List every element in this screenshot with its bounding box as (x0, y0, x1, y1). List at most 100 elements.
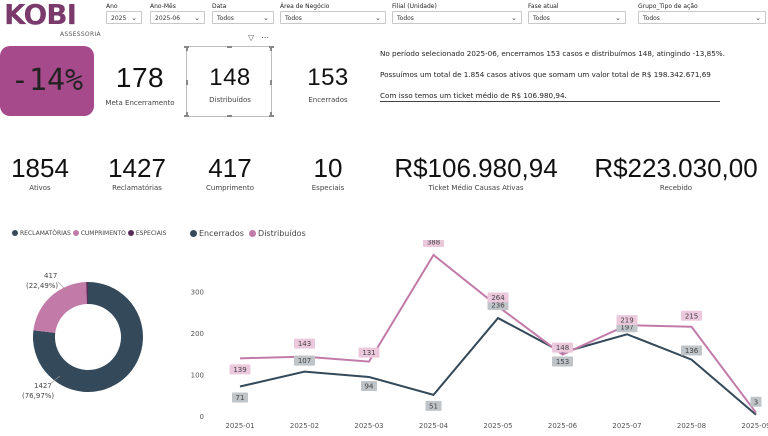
filter-label: Área de Negócio (280, 3, 330, 10)
data-label: 94 (361, 380, 377, 391)
filter-value: 2025-06 (155, 15, 181, 22)
donut-slice-cumprimento[interactable] (33, 282, 87, 333)
logo-text: KOBI (4, 0, 77, 31)
legend-label: CUMPRIMENTO (80, 230, 126, 237)
data-label: 139 (229, 364, 251, 375)
svg-text:131: 131 (362, 349, 375, 357)
filter-label: Fase atual (528, 3, 559, 10)
meta-value: 178 (115, 62, 165, 93)
y-tick-label: 200 (191, 330, 204, 338)
legend-label: ESPECIAIS (135, 230, 167, 237)
legend-label: RECLAMATÓRIAS (20, 230, 71, 237)
svg-text:219: 219 (620, 317, 633, 325)
filter-value: Todos (533, 15, 550, 22)
filter-select[interactable]: Todos ⌄ (280, 11, 386, 24)
recebido-value: R$223.030,00 (594, 153, 758, 183)
data-label: 148 (552, 342, 573, 353)
donut-slice-reclamatórias[interactable] (33, 282, 143, 392)
x-tick-label: 2025-08 (677, 422, 706, 430)
legend-dot (12, 230, 18, 236)
data-label: 388 (423, 240, 444, 247)
filter-value: 2025 (111, 15, 127, 22)
filter-ano-mes[interactable]: Ano-Mês 2025-06 ⌄ (150, 0, 205, 24)
ticket-medio-value: R$106.980,94 (394, 153, 558, 183)
filter-label: Ano-Mês (150, 3, 176, 10)
filter-label: Grupo_Tipo de ação (638, 3, 698, 10)
filter-select[interactable]: Todos ⌄ (528, 11, 626, 24)
legend-dot (249, 230, 257, 237)
legend-item[interactable]: RECLAMATÓRIAS (12, 230, 71, 237)
x-tick-label: 2025-07 (612, 422, 641, 430)
cumprimento-label: Cumprimento (206, 184, 254, 192)
legend-item[interactable]: Distribuídos (249, 229, 306, 238)
legend-item[interactable]: CUMPRIMENTO (72, 230, 126, 237)
variation-card: -14% (0, 46, 94, 116)
x-tick-label: 2025-09 (741, 422, 768, 430)
donut-slice-especiais[interactable] (86, 282, 88, 305)
ativos-value: 1854 (11, 153, 69, 183)
chevron-down-icon: ⌄ (263, 14, 269, 22)
svg-text:3: 3 (754, 398, 758, 406)
encerrados-label: Encerrados (308, 96, 348, 104)
x-tick-label: 2025-02 (290, 422, 319, 430)
distribuidos-label: Distribuídos (209, 96, 251, 104)
logo-subtitle: ASSESSORIA (60, 31, 101, 38)
legend-dot (72, 230, 79, 236)
chevron-down-icon: ⌄ (755, 14, 761, 22)
legend-item[interactable]: ESPECIAIS (127, 230, 167, 237)
data-label: 264 (487, 292, 509, 303)
filter-fase-atual[interactable]: Fase atual Todos ⌄ (528, 0, 626, 24)
filter-select[interactable]: Todos ⌄ (638, 11, 766, 24)
filter-select[interactable]: Todos ⌄ (392, 11, 522, 24)
data-label: 51 (425, 400, 442, 411)
selected-visual-frame[interactable] (184, 46, 274, 117)
filter-area-negocio[interactable]: Área de Negócio Todos ⌄ (280, 0, 386, 24)
filter-data[interactable]: Data Todos ⌄ (212, 0, 274, 24)
filter-label: Filial (Unidade) (392, 3, 437, 10)
ativos-label: Ativos (29, 184, 51, 192)
legend-item[interactable]: Encerrados (190, 229, 244, 238)
data-label: 3 (750, 396, 762, 407)
more-options-icon[interactable]: ⋯ (261, 33, 269, 42)
svg-text:197: 197 (620, 324, 633, 332)
filter-value: Todos (397, 15, 414, 22)
x-tick-label: 2025-03 (354, 422, 383, 430)
svg-text:215: 215 (685, 312, 698, 320)
filter-grupo-tipo-acao[interactable]: Grupo_Tipo de ação Todos ⌄ (638, 0, 766, 24)
svg-text:264: 264 (491, 294, 505, 302)
filter-icon[interactable]: ▽ (248, 33, 255, 42)
kobi-logo: KOBI ASSESSORIA (4, 0, 101, 40)
x-tick-label: 2025-01 (225, 422, 254, 430)
data-label: 215 (681, 310, 702, 321)
data-label: 143 (294, 338, 315, 349)
summary-line-1: No período selecionado 2025-06, encerram… (380, 49, 725, 58)
filter-value: Todos (643, 15, 660, 22)
data-label: 219 (616, 315, 638, 326)
line-chart: 0 100 200 300 2025-01 2025-02 2025-03 2025-04 20… (191, 240, 768, 430)
svg-text:71: 71 (236, 394, 245, 402)
filter-select[interactable]: Todos ⌄ (212, 11, 274, 24)
data-label: 153 (552, 356, 573, 367)
x-tick-label: 2025-04 (419, 422, 449, 430)
donut-pct-cumprimento: (22,49%) (26, 282, 58, 290)
filter-label: Ano (106, 3, 118, 10)
filter-select[interactable]: 2025 ⌄ (106, 11, 142, 24)
filter-value: Todos (217, 15, 234, 22)
svg-text:107: 107 (298, 357, 311, 365)
svg-text:51: 51 (429, 402, 438, 410)
filter-value: Todos (285, 15, 302, 22)
filter-select[interactable]: 2025-06 ⌄ (150, 11, 205, 24)
svg-text:143: 143 (298, 340, 311, 348)
legend-dot (190, 230, 197, 237)
series-line-encerrados[interactable] (239, 316, 757, 416)
legend-dot (127, 230, 134, 236)
chevron-down-icon: ⌄ (131, 14, 137, 22)
series-line-distribuídos[interactable] (239, 253, 757, 414)
svg-text:94: 94 (365, 382, 374, 390)
y-tick-label: 300 (191, 289, 204, 297)
filter-ano[interactable]: Ano 2025 ⌄ (106, 0, 142, 24)
data-label: 236 (487, 300, 509, 311)
filter-filial[interactable]: Filial (Unidade) Todos ⌄ (392, 0, 522, 24)
data-label: 136 (681, 345, 702, 356)
filter-label: Data (212, 3, 227, 10)
